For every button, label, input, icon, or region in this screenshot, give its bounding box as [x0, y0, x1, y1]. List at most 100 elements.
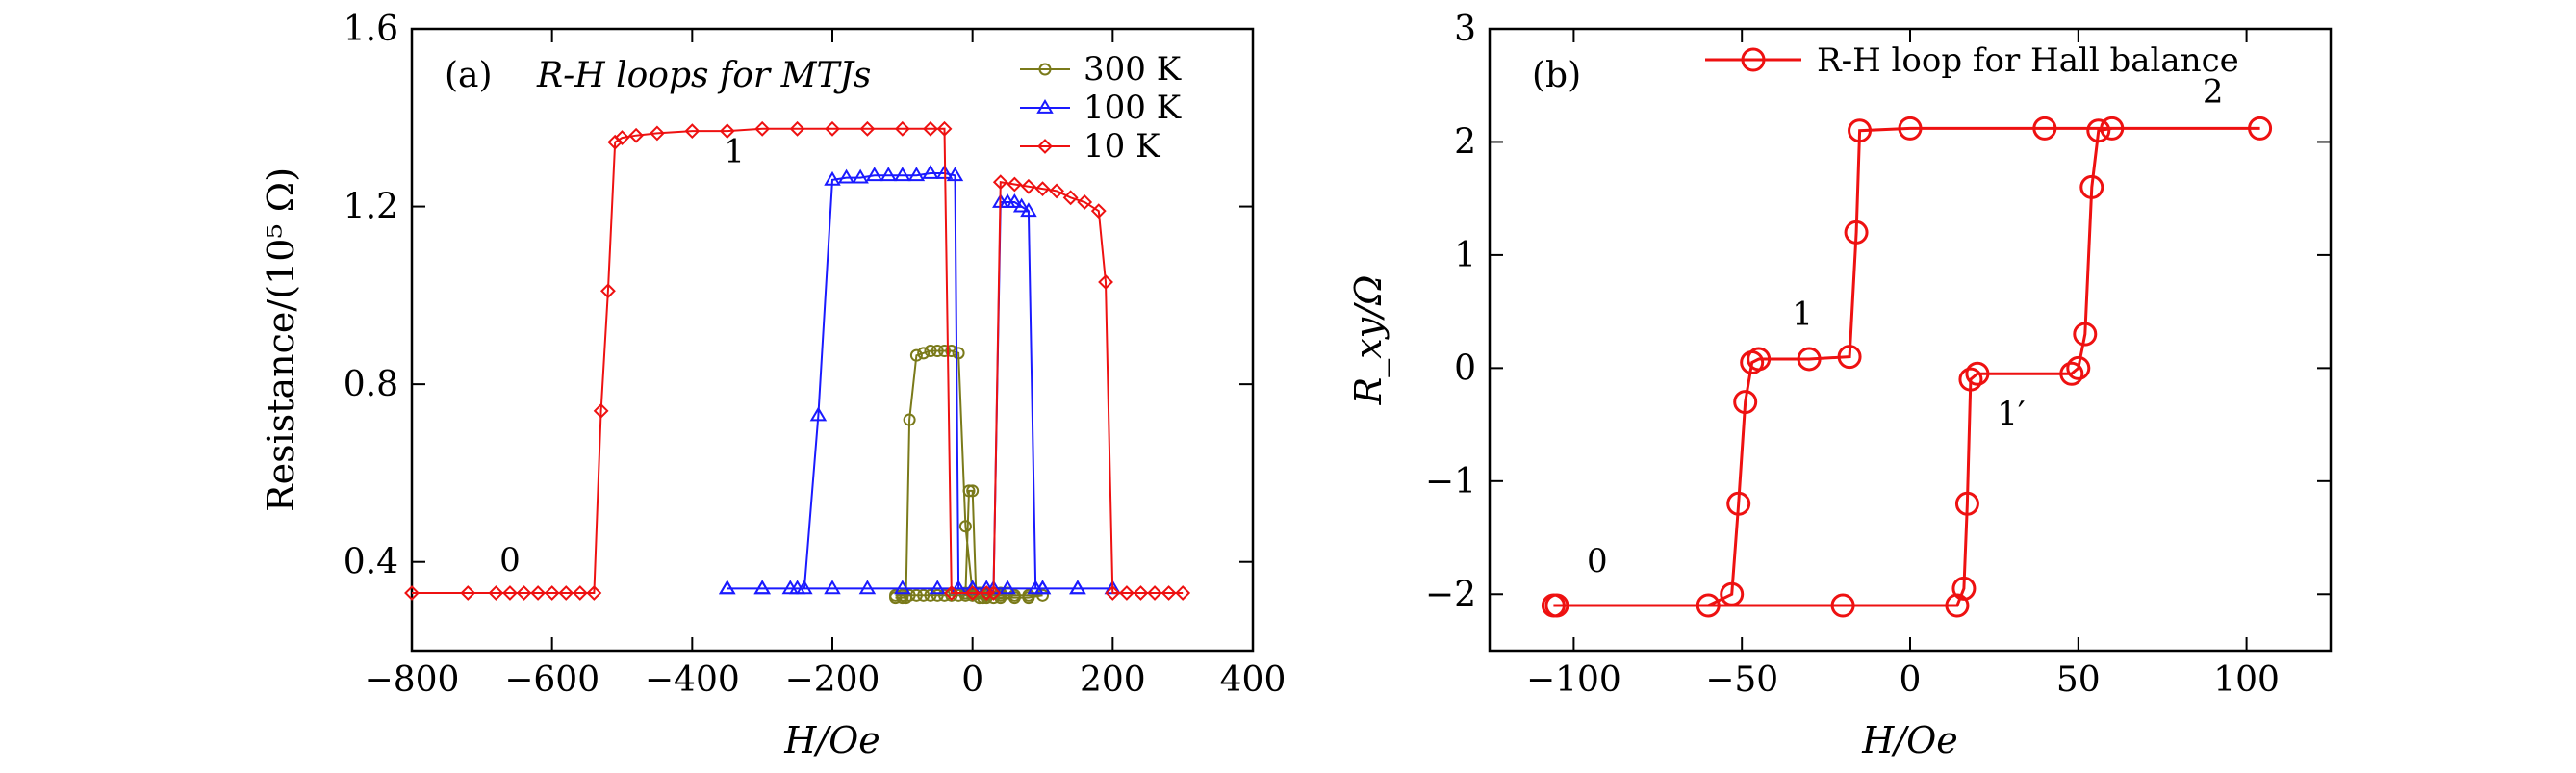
data-point — [824, 170, 841, 186]
data-point — [2032, 116, 2057, 141]
x-tick-label: −600 — [504, 660, 599, 700]
data-point — [922, 164, 939, 179]
data-point — [1720, 581, 1745, 606]
panel-a-axes: −800 −600 −400 −200 0 200 400 0.4 0.8 1.2 1.6 — [344, 10, 1287, 700]
x-tick-label: 400 — [1220, 660, 1287, 700]
data-point — [917, 347, 931, 360]
data-point — [824, 580, 841, 595]
data-point — [586, 585, 602, 601]
data-point — [859, 120, 876, 137]
legend-entry: 100 K — [1084, 89, 1182, 127]
data-point — [1133, 585, 1149, 601]
y-tick-label: 3 — [1454, 10, 1476, 49]
data-point — [789, 120, 805, 137]
panel-b-x-axis-label: H/Oe — [1861, 719, 1958, 761]
x-tick-label: 200 — [1080, 660, 1146, 700]
data-point — [1954, 491, 1979, 516]
y-tick-label: 1.2 — [344, 188, 398, 227]
data-point — [719, 580, 736, 595]
data-point — [754, 120, 771, 137]
data-point — [1049, 183, 1064, 199]
x-tick-label: −800 — [365, 660, 460, 700]
x-tick-label: −100 — [1526, 660, 1621, 700]
panel-b-series — [1541, 116, 2273, 618]
legend-entry: R-H loop for Hall balance — [1817, 41, 2239, 80]
y-tick-label: −2 — [1425, 575, 1476, 614]
legend-marker — [1037, 139, 1053, 154]
data-point — [1175, 585, 1191, 601]
data-point — [2066, 355, 2091, 380]
data-point — [929, 580, 946, 595]
x-tick-label: 0 — [1900, 660, 1922, 700]
panel-b-axes: −100 −50 0 50 100 −2 −1 0 1 2 3 — [1425, 10, 2331, 700]
panel-a-x-axis-label: H/Oe — [783, 719, 880, 761]
data-point — [614, 130, 630, 145]
panel-b-plot-frame — [1488, 27, 2333, 653]
data-point — [600, 283, 616, 299]
data-point — [966, 484, 980, 498]
x-tick-label: 0 — [961, 660, 983, 700]
data-point — [938, 588, 952, 602]
y-tick-label: 0.4 — [344, 543, 398, 582]
data-point — [1958, 367, 1983, 392]
data-point — [796, 580, 813, 595]
data-point — [1069, 580, 1086, 595]
data-point — [1020, 202, 1037, 218]
panel-a-y-axis-label: Resistance/(10⁵ Ω) — [260, 167, 302, 512]
data-point — [516, 585, 532, 601]
data-point — [825, 120, 840, 137]
legend-entry: 10 K — [1084, 127, 1160, 166]
data-point — [1036, 588, 1049, 602]
data-point — [1021, 178, 1036, 194]
panel-b-annotations: 0 1 1′ 2 — [1587, 72, 2223, 580]
data-point — [936, 120, 953, 137]
legend-entry: 300 K — [1084, 50, 1182, 89]
data-point — [1747, 347, 1772, 372]
data-point — [852, 168, 869, 184]
annotation-label: 0 — [1587, 542, 1608, 580]
data-point — [907, 167, 926, 182]
data-point — [781, 580, 800, 595]
data-point — [684, 123, 701, 140]
data-point — [1034, 181, 1051, 197]
data-point — [2100, 116, 2125, 141]
x-tick-label: −200 — [785, 660, 880, 700]
data-point — [994, 588, 1007, 602]
data-point — [2248, 116, 2273, 141]
data-point — [896, 591, 909, 605]
legend-marker — [1036, 99, 1054, 114]
data-point — [999, 580, 1016, 595]
data-point — [1118, 585, 1135, 601]
data-point — [1733, 390, 1758, 415]
data-point — [931, 588, 944, 602]
annotation-label: 0 — [499, 541, 521, 580]
data-point — [2079, 174, 2104, 199]
data-point — [880, 167, 898, 182]
data-point — [404, 585, 420, 601]
data-point — [958, 520, 972, 533]
data-point — [938, 345, 952, 358]
panel-a-label: (a) — [445, 56, 493, 95]
data-point — [530, 585, 547, 601]
data-point — [1696, 593, 1721, 618]
y-tick-label: 2 — [1454, 122, 1476, 162]
panel-a-series — [404, 120, 1191, 605]
x-tick-label: 50 — [2056, 660, 2101, 700]
data-point — [923, 120, 938, 137]
data-point — [894, 580, 911, 595]
data-point — [1022, 588, 1035, 602]
data-point — [1837, 345, 1862, 370]
y-tick-label: 1.6 — [344, 10, 398, 49]
annotation-label: 1 — [724, 132, 745, 170]
data-point — [1062, 190, 1079, 206]
data-point — [952, 347, 965, 360]
data-point — [488, 585, 504, 601]
data-point — [1147, 585, 1162, 601]
y-tick-label: 1 — [1454, 236, 1476, 275]
data-point — [894, 120, 910, 137]
y-tick-label: 0.8 — [344, 365, 398, 404]
data-point — [909, 348, 923, 362]
panel-b: −100 −50 0 50 100 −2 −1 0 1 2 3 (b) R-H loop for H… — [1347, 10, 2333, 761]
x-tick-label: −400 — [645, 660, 740, 700]
